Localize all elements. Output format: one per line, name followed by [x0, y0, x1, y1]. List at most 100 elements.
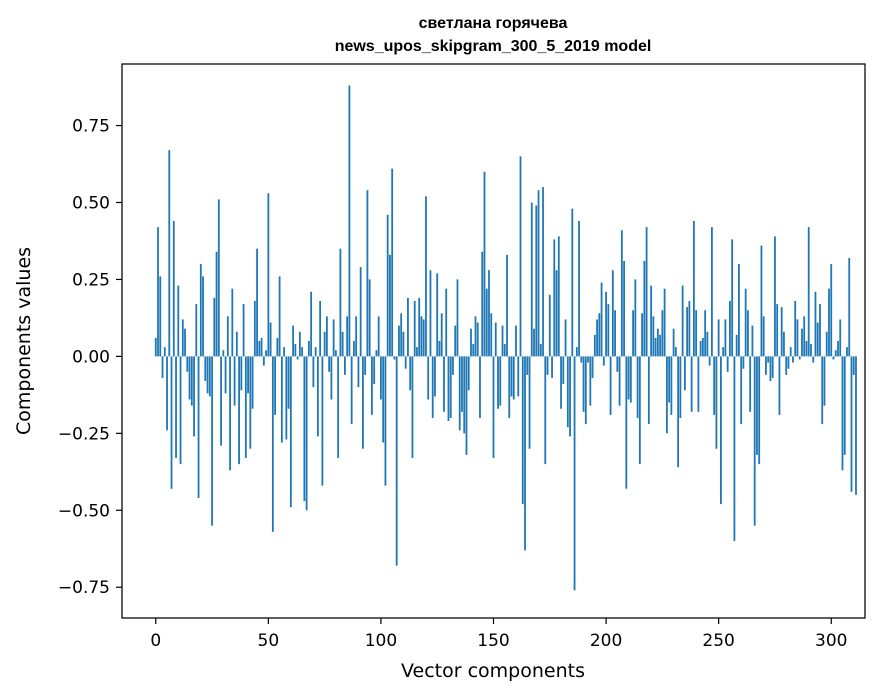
bar-component-172	[542, 187, 544, 357]
chart-subtitle: news_upos_skipgram_300_5_2019 model	[335, 38, 652, 55]
bar-component-198	[600, 282, 603, 357]
bar-component-125	[436, 273, 439, 357]
bar-component-174	[546, 356, 549, 375]
bar-component-93	[364, 356, 367, 375]
bar-component-20	[199, 264, 202, 357]
bar-component-292	[812, 356, 815, 363]
bar-component-222	[654, 337, 657, 357]
bar-component-38	[240, 356, 243, 391]
bar-component-255	[729, 300, 731, 357]
bar-component-284	[794, 300, 797, 357]
bar-component-231	[674, 347, 677, 357]
bar-component-280	[785, 356, 788, 375]
bar-component-227	[665, 356, 668, 434]
bar-component-268	[758, 356, 761, 465]
bar-component-279	[783, 331, 785, 357]
bar-component-237	[688, 300, 691, 357]
bar-component-262	[744, 288, 747, 357]
bar-component-98	[375, 350, 378, 357]
bar-component-2	[159, 276, 162, 357]
bar-component-25	[211, 356, 213, 526]
bar-component-210	[627, 356, 630, 400]
y-tick-label-3: 0.00	[72, 347, 110, 367]
bar-component-130	[447, 356, 450, 422]
bar-component-19	[197, 356, 200, 498]
bar-component-85	[346, 316, 349, 357]
bar-component-256	[731, 239, 734, 357]
bar-component-86	[348, 85, 351, 357]
bar-component-182	[564, 319, 567, 357]
bar-component-251	[720, 356, 722, 505]
bar-component-297	[823, 356, 826, 406]
bar-component-99	[377, 316, 380, 357]
bar-component-167	[530, 202, 533, 357]
bar-component-259	[738, 264, 740, 357]
y-tick-label-2: −0.25	[58, 424, 110, 444]
bar-component-43	[251, 356, 254, 409]
bar-component-258	[735, 334, 738, 357]
bar-component-298	[825, 331, 828, 357]
bar-component-300	[830, 264, 833, 357]
bar-component-134	[456, 279, 459, 357]
bar-component-100	[380, 356, 382, 400]
bar-component-226	[663, 288, 666, 357]
bar-component-114	[411, 356, 414, 458]
bar-component-218	[645, 227, 648, 357]
bar-component-196	[596, 319, 598, 357]
bar-component-95	[368, 279, 371, 357]
bar-component-117	[418, 297, 421, 357]
bar-component-163	[521, 356, 524, 505]
bar-component-239	[692, 220, 695, 357]
bar-component-241	[697, 356, 700, 412]
bar-component-118	[420, 316, 423, 357]
bar-component-77	[328, 356, 331, 372]
bar-component-272	[767, 356, 770, 363]
bar-component-194	[591, 356, 594, 378]
y-tick-label-4: 0.25	[72, 270, 110, 290]
x-tick-label-150: 150	[477, 631, 509, 651]
y-axis-label: Components values	[13, 247, 35, 435]
bar-component-159	[512, 356, 515, 400]
bar-component-233	[679, 356, 682, 418]
bar-component-35	[233, 356, 236, 406]
bar-component-193	[589, 356, 592, 406]
bar-component-240	[695, 310, 698, 357]
bar-component-190	[582, 356, 585, 412]
bar-component-136	[461, 356, 463, 412]
bar-component-74	[321, 356, 324, 486]
bar-component-157	[508, 356, 511, 418]
bar-component-122	[429, 270, 432, 357]
bar-component-108	[398, 325, 400, 357]
bar-component-13	[184, 328, 186, 357]
bar-component-42	[249, 356, 252, 449]
bar-component-176	[551, 356, 553, 378]
bar-component-96	[371, 356, 373, 415]
bar-component-145	[481, 251, 484, 357]
bar-component-135	[458, 356, 461, 431]
bar-component-216	[641, 313, 643, 357]
bar-component-30	[222, 350, 225, 357]
bar-component-151	[494, 322, 497, 357]
bar-component-175	[548, 294, 551, 357]
bar-component-153	[499, 356, 502, 406]
bar-component-112	[407, 297, 409, 357]
bar-component-247	[711, 227, 713, 357]
bar-component-195	[593, 334, 596, 357]
bar-component-221	[652, 316, 655, 357]
bar-component-17	[193, 356, 195, 437]
bar-component-295	[819, 304, 821, 357]
bar-component-183	[566, 356, 569, 428]
bar-component-264	[749, 356, 752, 412]
bar-component-147	[485, 288, 488, 357]
bar-component-181	[562, 356, 565, 385]
bar-component-273	[769, 356, 772, 382]
bar-component-263	[747, 310, 749, 357]
bar-component-238	[690, 356, 693, 412]
bar-component-33	[229, 356, 231, 471]
bar-component-89	[355, 316, 358, 357]
bar-component-311	[855, 356, 857, 495]
bar-component-71	[314, 347, 317, 357]
bar-component-158	[510, 356, 513, 397]
bar-component-29	[220, 356, 222, 446]
bar-component-165	[526, 356, 529, 375]
